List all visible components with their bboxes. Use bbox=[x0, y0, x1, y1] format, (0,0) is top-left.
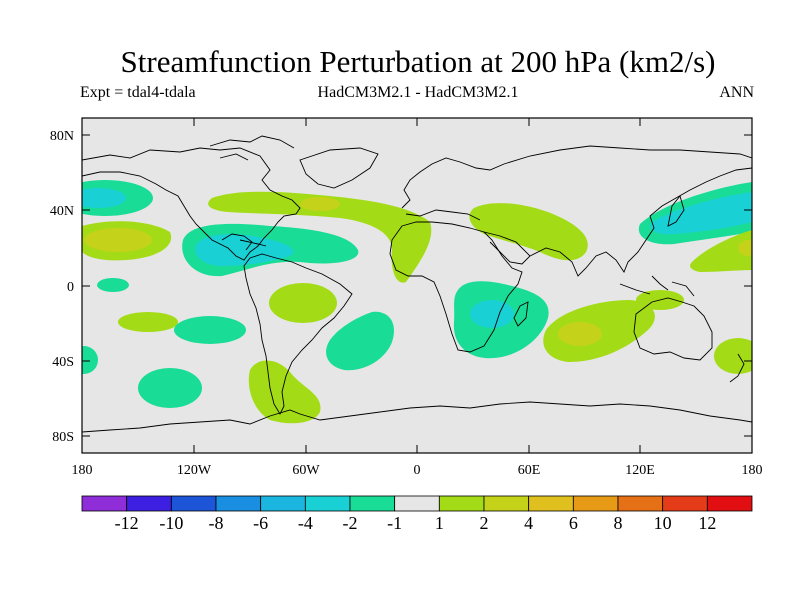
season-label: ANN bbox=[719, 84, 754, 101]
colorbar-box bbox=[304, 495, 351, 512]
lon-labels: 180 120W 60W 0 60E 120E 180 bbox=[72, 463, 763, 478]
colorbar-label: 6 bbox=[569, 513, 578, 533]
lon-label-120e: 120E bbox=[625, 463, 655, 478]
coast-cuba bbox=[239, 239, 267, 247]
anomaly-s-america-pos bbox=[269, 283, 337, 323]
colorbar-box bbox=[662, 495, 708, 512]
coast-indonesia bbox=[619, 275, 695, 297]
coast-north-america bbox=[82, 147, 301, 261]
colorbar-box bbox=[170, 495, 217, 512]
colorbar-box bbox=[706, 495, 753, 512]
coast-gulf-of-mexico bbox=[221, 233, 253, 251]
anomaly-c-pacific-pos-core bbox=[84, 228, 152, 252]
colorbar-box bbox=[126, 495, 172, 512]
lon-ticks bbox=[193, 118, 641, 453]
anomaly-s-pacific-neg bbox=[138, 368, 202, 408]
colorbar-box bbox=[260, 495, 306, 512]
coastlines bbox=[82, 135, 752, 433]
colorbar-label: -1 bbox=[387, 513, 402, 533]
lat-label-40n: 40N bbox=[50, 204, 74, 219]
colorbar-label: 10 bbox=[654, 513, 672, 533]
anomaly-n-atlantic-pos-core bbox=[300, 197, 340, 211]
lon-label-180w: 180 bbox=[72, 463, 93, 478]
coast-greenland bbox=[299, 147, 379, 189]
plot-title: Streamfunction Perturbation at 200 hPa (… bbox=[120, 44, 716, 79]
colorbar-box bbox=[394, 495, 440, 512]
colorbar-label: -2 bbox=[343, 513, 358, 533]
colorbar-label: 1 bbox=[435, 513, 444, 533]
model-label: HadCM3M2.1 - HadCM3M2.1 bbox=[317, 84, 519, 101]
lat-labels: 80N 40N 0 40S 80S bbox=[50, 129, 74, 445]
colorbar-box bbox=[215, 495, 262, 512]
lat-label-80s: 80S bbox=[52, 430, 74, 445]
lat-ticks bbox=[82, 134, 752, 437]
lat-label-80n: 80N bbox=[50, 129, 74, 144]
coast-africa bbox=[389, 221, 523, 353]
anomaly-sw-pacific-neg bbox=[174, 316, 246, 344]
colorbar-box bbox=[349, 495, 396, 512]
coast-south-america bbox=[243, 253, 353, 415]
coast-australia bbox=[633, 297, 713, 361]
colorbar-label: -12 bbox=[115, 513, 139, 533]
anomaly-s-south-america-pos bbox=[248, 360, 321, 424]
lon-label-60w: 60W bbox=[292, 463, 320, 478]
colorbar-label: -10 bbox=[159, 513, 183, 533]
colorbar-label: 4 bbox=[524, 513, 533, 533]
coast-antarctica bbox=[82, 401, 752, 433]
lon-label-120w: 120W bbox=[177, 463, 212, 478]
anomaly-se-pacific-pos bbox=[118, 312, 178, 332]
anomaly-n-atlantic-pos bbox=[208, 191, 432, 283]
anomaly-eurasia-pos bbox=[469, 203, 588, 261]
coast-arabia bbox=[483, 231, 531, 265]
lat-label-40s: 40S bbox=[52, 355, 74, 370]
coast-canadian-arctic bbox=[209, 135, 295, 161]
anomaly-w-pacific-pos bbox=[690, 230, 752, 272]
anomaly-w-edge-s-neg bbox=[82, 346, 98, 374]
anomaly-americas-neg-core bbox=[195, 234, 294, 266]
coast-madagascar bbox=[513, 301, 529, 327]
colorbar-label: -4 bbox=[298, 513, 313, 533]
colorbar bbox=[81, 495, 753, 512]
colorbar-label: 12 bbox=[698, 513, 716, 533]
coast-japan bbox=[667, 195, 685, 227]
colorbar-box bbox=[528, 495, 574, 512]
colorbar-label: 8 bbox=[614, 513, 623, 533]
coast-europe bbox=[401, 157, 505, 221]
anomaly-e-australia-pos bbox=[714, 338, 752, 374]
colorbar-label: 2 bbox=[480, 513, 489, 533]
colorbar-box bbox=[483, 495, 530, 512]
coast-asia bbox=[503, 145, 752, 277]
anomaly-small-tropical-pacific bbox=[97, 278, 129, 292]
colorbar-label: -8 bbox=[209, 513, 224, 533]
experiment-label: Expt = tdal4-tdala bbox=[80, 84, 196, 101]
colorbar-box bbox=[617, 495, 664, 512]
colorbar-label: -6 bbox=[253, 513, 268, 533]
lon-label-180e: 180 bbox=[742, 463, 763, 478]
anomaly-nw-pacific-neg-core bbox=[650, 192, 752, 235]
anomaly-n-pacific-neg-core bbox=[82, 188, 126, 208]
anomaly-w-pacific-pos-core bbox=[738, 240, 752, 256]
lon-label-0: 0 bbox=[414, 463, 421, 478]
lat-label-eq: 0 bbox=[67, 280, 74, 295]
lon-label-60e: 60E bbox=[518, 463, 541, 478]
colorbar-box bbox=[81, 495, 128, 512]
colorbar-box bbox=[438, 495, 485, 512]
anomaly-s-indian-pos-core bbox=[558, 322, 602, 346]
anomaly-s-atlantic-neg bbox=[326, 311, 394, 371]
coast-new-zealand bbox=[729, 353, 745, 383]
anomaly-s-africa-neg-core bbox=[470, 300, 514, 328]
colorbar-labels: -12 -10 -8 -6 -4 -2 -1 1 2 4 6 8 10 12 bbox=[115, 513, 717, 533]
colorbar-box bbox=[572, 495, 619, 512]
